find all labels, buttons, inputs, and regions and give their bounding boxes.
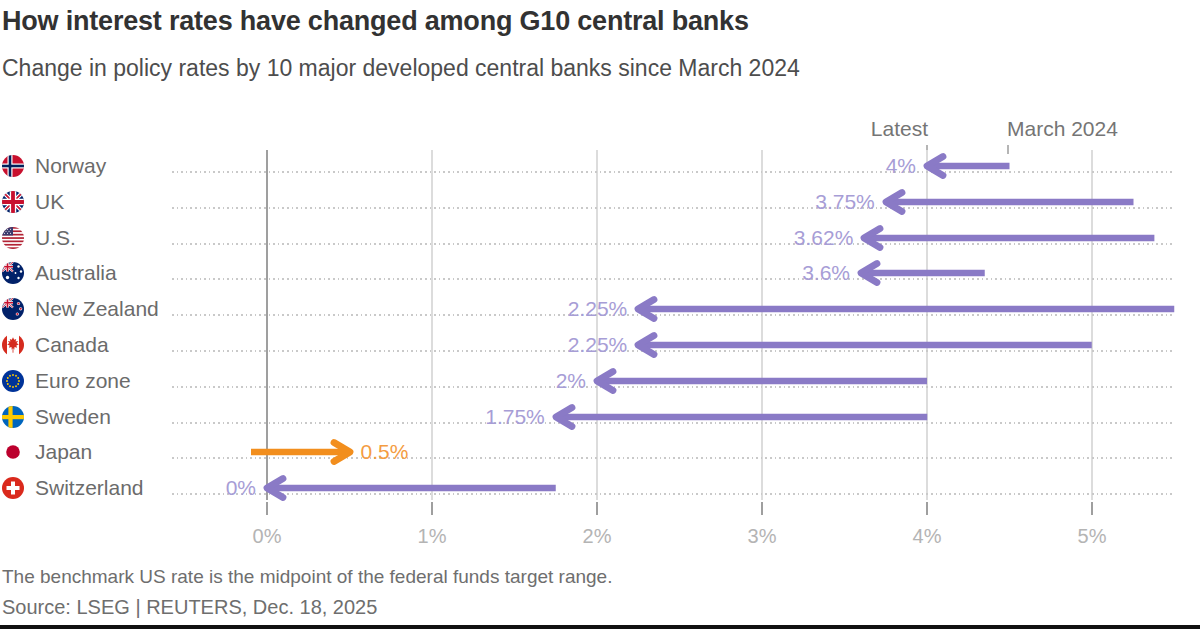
country-label: New Zealand [2,296,159,322]
arrow-glyph [632,330,1098,360]
axis-tick [431,502,433,515]
flag-canada-icon [2,334,24,356]
country-name: Euro zone [35,368,131,394]
rate-change-arrow [632,294,1180,324]
country-label: Sweden [2,404,111,430]
rate-change-arrow [550,402,933,432]
latest-value-label: 3.75% [815,189,875,215]
source-attribution: Source: LSEG | REUTERS, Dec. 18, 2025 [2,596,377,619]
rate-change-arrow [245,437,356,467]
arrow-glyph [261,473,562,503]
country-name: U.S. [35,225,76,251]
flag-uk-icon [2,191,24,213]
row-leader-line [172,278,1175,280]
axis-tick-label: 4% [892,525,962,548]
latest-value-label: 0% [226,475,256,501]
country-name: Japan [35,439,92,465]
axis-tick-label: 0% [232,525,302,548]
chart-plot-area: 0% 1% 2% 3% 4% 5% Norway 4% UK 3.75% U.S. 3.62% Aust… [0,0,1200,629]
flag-new-zealand-icon [2,298,24,320]
arrow-glyph [245,437,356,467]
flag-norway-icon [2,155,24,177]
arrow-glyph [591,366,933,396]
latest-value-label: 3.6% [802,260,850,286]
latest-value-label: 3.62% [794,225,854,251]
country-name: Sweden [35,404,111,430]
latest-value-label: 2.25% [568,332,628,358]
flag-sweden-icon [2,406,24,428]
rate-change-arrow [880,187,1140,217]
latest-value-label: 2% [556,368,586,394]
latest-value-label: 4% [886,153,916,179]
interest-rate-chart-page: How interest rates have changed among G1… [0,0,1200,629]
country-label: Australia [2,260,117,286]
axis-tick-label: 3% [727,525,797,548]
axis-tick [266,502,268,515]
rate-change-arrow [858,223,1160,253]
axis-tick [1091,502,1093,515]
axis-tick-label: 1% [397,525,467,548]
rate-change-arrow [591,366,933,396]
bottom-rule [0,625,1200,629]
rate-change-arrow [855,258,991,288]
axis-tick-label: 2% [562,525,632,548]
arrow-glyph [632,294,1180,324]
arrow-glyph [858,223,1160,253]
rate-change-arrow [632,330,1098,360]
flag-japan-icon [2,441,24,463]
chart-footnote: The benchmark US rate is the midpoint of… [2,566,612,588]
axis-tick [596,502,598,515]
country-label: Switzerland [2,475,144,501]
row-leader-line [172,171,1175,173]
arrow-glyph [921,151,1016,181]
latest-value-label: 2.25% [568,296,628,322]
gridline-2% [596,150,598,500]
country-label: UK [2,189,64,215]
rate-change-arrow [261,473,562,503]
country-name: New Zealand [35,296,159,322]
country-name: Australia [35,260,117,286]
country-name: UK [35,189,64,215]
axis-tick [926,502,928,515]
country-name: Norway [35,153,106,179]
country-label: Japan [2,439,92,465]
flag-australia-icon [2,262,24,284]
country-label: Canada [2,332,109,358]
latest-value-label: 0.5% [361,439,409,465]
arrow-glyph [855,258,991,288]
arrow-glyph [880,187,1140,217]
country-label: U.S. [2,225,76,251]
country-label: Norway [2,153,106,179]
country-name: Canada [35,332,109,358]
country-name: Switzerland [35,475,144,501]
flag-us-icon [2,227,24,249]
country-label: Euro zone [2,368,131,394]
arrow-glyph [550,402,933,432]
latest-value-label: 1.75% [485,404,545,430]
axis-tick-label: 5% [1057,525,1127,548]
rate-change-arrow [921,151,1016,181]
gridline-1% [431,150,433,500]
axis-tick [761,502,763,515]
flag-switzerland-icon [2,477,24,499]
gridline-3% [761,150,763,500]
flag-euro-zone-icon [2,370,24,392]
